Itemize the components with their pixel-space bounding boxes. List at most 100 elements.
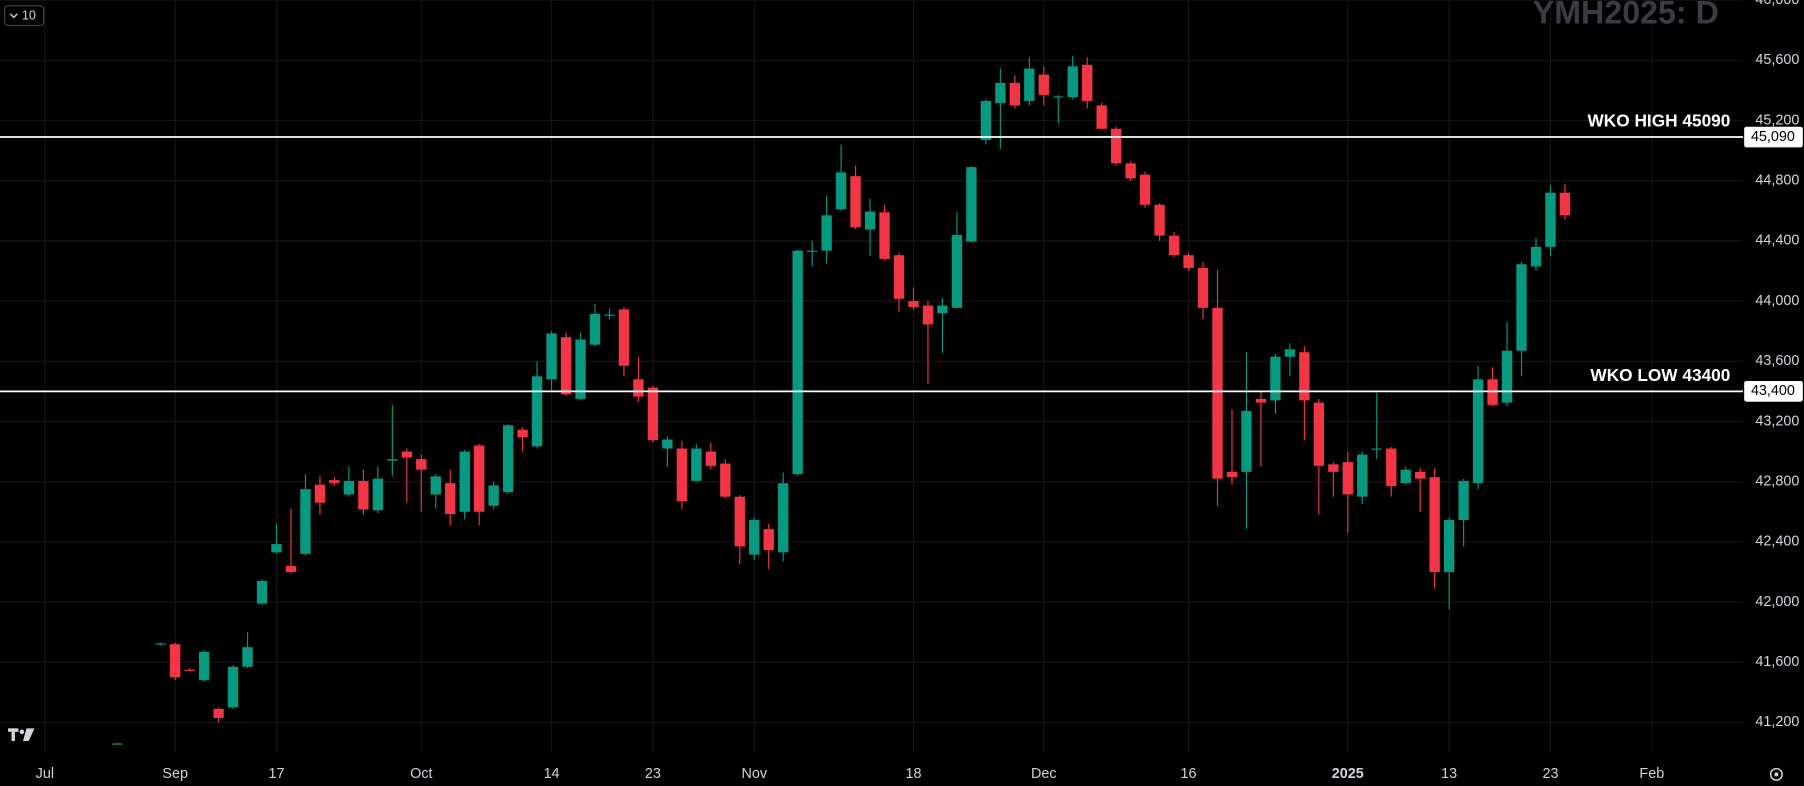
settings-icon-dot bbox=[1774, 772, 1779, 777]
candle-body bbox=[1197, 267, 1209, 308]
y-tick-label: 45,200 bbox=[1755, 112, 1799, 128]
candle-body bbox=[1139, 174, 1151, 205]
candle-body bbox=[112, 743, 123, 745]
candle-body bbox=[1501, 350, 1513, 403]
y-tick-label: 43,600 bbox=[1755, 353, 1799, 369]
candle-body bbox=[1270, 356, 1281, 401]
price-tag bbox=[1744, 381, 1803, 402]
y-tick-label: 41,200 bbox=[1755, 714, 1799, 730]
candle-body bbox=[358, 480, 369, 510]
y-tick-label: 44,400 bbox=[1755, 233, 1799, 249]
candle-body bbox=[662, 439, 673, 449]
candle-body bbox=[835, 172, 847, 210]
x-tick-label: 13 bbox=[1441, 766, 1457, 782]
candle-body bbox=[1458, 480, 1469, 521]
candle-body bbox=[502, 425, 514, 493]
candle-body bbox=[1053, 96, 1064, 98]
candle-body bbox=[459, 451, 470, 512]
x-tick-label: Jul bbox=[36, 766, 54, 782]
candle-body bbox=[763, 529, 774, 551]
candle-body bbox=[720, 463, 731, 497]
y-tick-label: 42,800 bbox=[1755, 473, 1799, 489]
interval-badge[interactable] bbox=[4, 5, 45, 26]
candle-body bbox=[879, 212, 890, 259]
watermark: YMH2025: D bbox=[1533, 0, 1719, 31]
candle-body bbox=[1284, 349, 1296, 357]
candle-body bbox=[343, 480, 355, 495]
candle-body bbox=[1212, 307, 1223, 479]
candle-body bbox=[271, 544, 282, 553]
x-tick-label: 2025 bbox=[1332, 766, 1364, 782]
candle-body bbox=[778, 483, 789, 553]
candle-body bbox=[922, 305, 934, 325]
candle-body bbox=[1472, 379, 1484, 484]
y-tick-label: 44,000 bbox=[1755, 293, 1799, 309]
price-tag-label: 43,400 bbox=[1751, 383, 1795, 399]
candle-body bbox=[1559, 192, 1571, 216]
candle-body bbox=[430, 476, 441, 495]
candle-body bbox=[691, 448, 702, 481]
candle-body bbox=[734, 496, 745, 547]
candle-body bbox=[300, 489, 311, 554]
candle-body bbox=[1328, 464, 1339, 472]
candle-body bbox=[285, 565, 297, 572]
candle-body bbox=[995, 82, 1006, 104]
candle-body bbox=[401, 451, 412, 458]
candle-body bbox=[1516, 264, 1527, 351]
x-tick-label: 17 bbox=[269, 766, 285, 782]
candle-body bbox=[1415, 471, 1426, 479]
candle-body bbox=[517, 429, 528, 438]
candle-body bbox=[314, 484, 326, 503]
candle-body bbox=[618, 309, 630, 366]
candle-body bbox=[908, 301, 919, 308]
y-tick-label: 41,600 bbox=[1755, 654, 1799, 670]
y-tick-label: 46,000 bbox=[1755, 0, 1799, 8]
candle-body bbox=[1009, 82, 1021, 106]
candle-body bbox=[966, 167, 977, 242]
x-tick-label: Dec bbox=[1031, 766, 1057, 782]
candle-body bbox=[531, 376, 543, 447]
x-tick-label: Nov bbox=[741, 766, 767, 782]
candle-body bbox=[1530, 246, 1542, 267]
candle-body bbox=[850, 176, 861, 228]
candle-body bbox=[227, 666, 239, 708]
candle-body bbox=[1386, 448, 1397, 487]
y-tick-label: 45,600 bbox=[1755, 52, 1799, 68]
chevron-icon bbox=[9, 13, 18, 19]
settings-icon[interactable] bbox=[1769, 767, 1783, 781]
candle-body bbox=[1110, 128, 1122, 164]
candle-body bbox=[445, 483, 456, 515]
y-tick-label: 44,800 bbox=[1755, 172, 1799, 188]
candle-body bbox=[256, 580, 268, 604]
candle-body bbox=[242, 647, 253, 667]
candle-body bbox=[806, 250, 818, 252]
candle-body bbox=[474, 445, 485, 512]
x-tick-label: 16 bbox=[1181, 766, 1197, 782]
candle-body bbox=[488, 485, 499, 506]
y-tick-label: 43,200 bbox=[1755, 413, 1799, 429]
candle-body bbox=[329, 480, 340, 484]
level-label: WKO LOW 43400 bbox=[1590, 365, 1730, 385]
candle-body bbox=[1299, 352, 1310, 401]
candle-body bbox=[1183, 255, 1194, 268]
candle-body bbox=[213, 708, 224, 718]
candle-body bbox=[821, 215, 832, 251]
candle-body bbox=[633, 379, 644, 397]
candle-body bbox=[1096, 105, 1107, 129]
overlay: WKO HIGH 45090 45,090 WKO LOW 43400 43,400 bbox=[0, 111, 1803, 402]
candle-body bbox=[416, 459, 427, 470]
candle-body bbox=[1545, 192, 1556, 247]
y-tick-label: 42,000 bbox=[1755, 594, 1799, 610]
candle-body bbox=[980, 100, 992, 141]
candle-body bbox=[546, 333, 557, 380]
candle-body bbox=[1226, 471, 1238, 478]
x-tick-label: Oct bbox=[410, 766, 432, 782]
candle-body bbox=[184, 669, 195, 671]
candle-body bbox=[1400, 469, 1411, 484]
x-tick-label: Sep bbox=[162, 766, 188, 782]
candle-body bbox=[893, 255, 905, 299]
candle-body bbox=[676, 448, 688, 502]
price-tag bbox=[1744, 126, 1803, 148]
